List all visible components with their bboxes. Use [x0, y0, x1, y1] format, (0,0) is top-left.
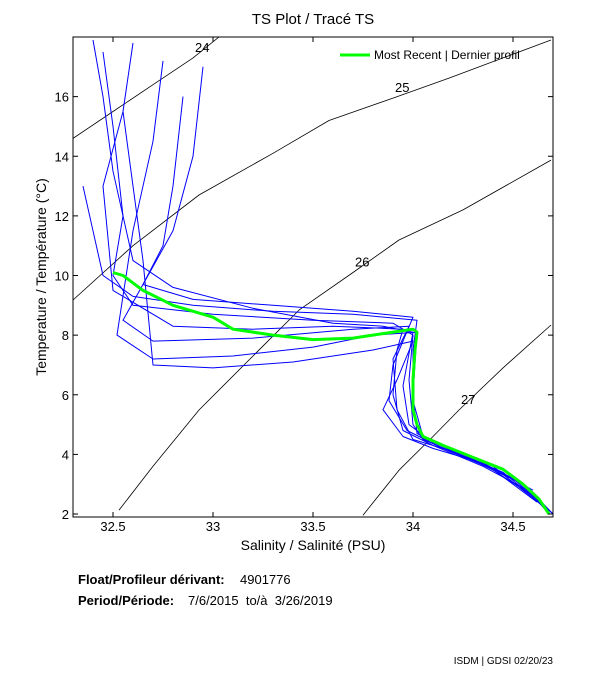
density-contour — [118, 159, 552, 511]
footer: ISDM | GDSI 02/20/23 — [454, 656, 554, 667]
profile — [122, 111, 534, 497]
info-value: 7/6/2015 to/à 3/26/2019 — [188, 593, 333, 608]
x-tick-label: 33 — [206, 519, 220, 534]
y-tick-label: 16 — [55, 90, 69, 105]
y-tick-label: 14 — [55, 149, 69, 164]
y-tick-label: 4 — [62, 447, 69, 462]
info-label: Float/Profileur dérivant: — [78, 572, 225, 587]
chart-title: TS Plot / Tracé TS — [252, 11, 374, 28]
y-tick-label: 10 — [55, 269, 69, 284]
y-tick-label: 2 — [62, 507, 69, 522]
density-contour — [362, 324, 552, 516]
contour-label: 27 — [461, 392, 475, 407]
density-contour — [73, 37, 220, 139]
y-axis-label: Temperature / Température (°C) — [33, 178, 49, 376]
legend-label: Most Recent | Dernier profil — [374, 48, 520, 62]
y-tick-label: 8 — [62, 328, 69, 343]
y-tick-label: 6 — [62, 388, 69, 403]
x-tick-label: 32.5 — [100, 519, 125, 534]
contour-label: 24 — [195, 40, 209, 55]
contour-label: 25 — [395, 80, 409, 95]
x-axis-label: Salinity / Salinité (PSU) — [241, 537, 386, 553]
profile — [142, 96, 538, 503]
x-tick-label: 33.5 — [300, 519, 325, 534]
x-tick-label: 34 — [406, 519, 420, 534]
contour-label: 26 — [355, 255, 369, 270]
recent-profile — [112, 271, 551, 515]
info-value: 4901776 — [240, 572, 291, 587]
info-label: Period/Période: — [78, 593, 174, 608]
y-tick-label: 12 — [55, 209, 69, 224]
x-tick-label: 34.5 — [500, 519, 525, 534]
profile — [122, 66, 553, 515]
density-contour — [73, 39, 552, 301]
